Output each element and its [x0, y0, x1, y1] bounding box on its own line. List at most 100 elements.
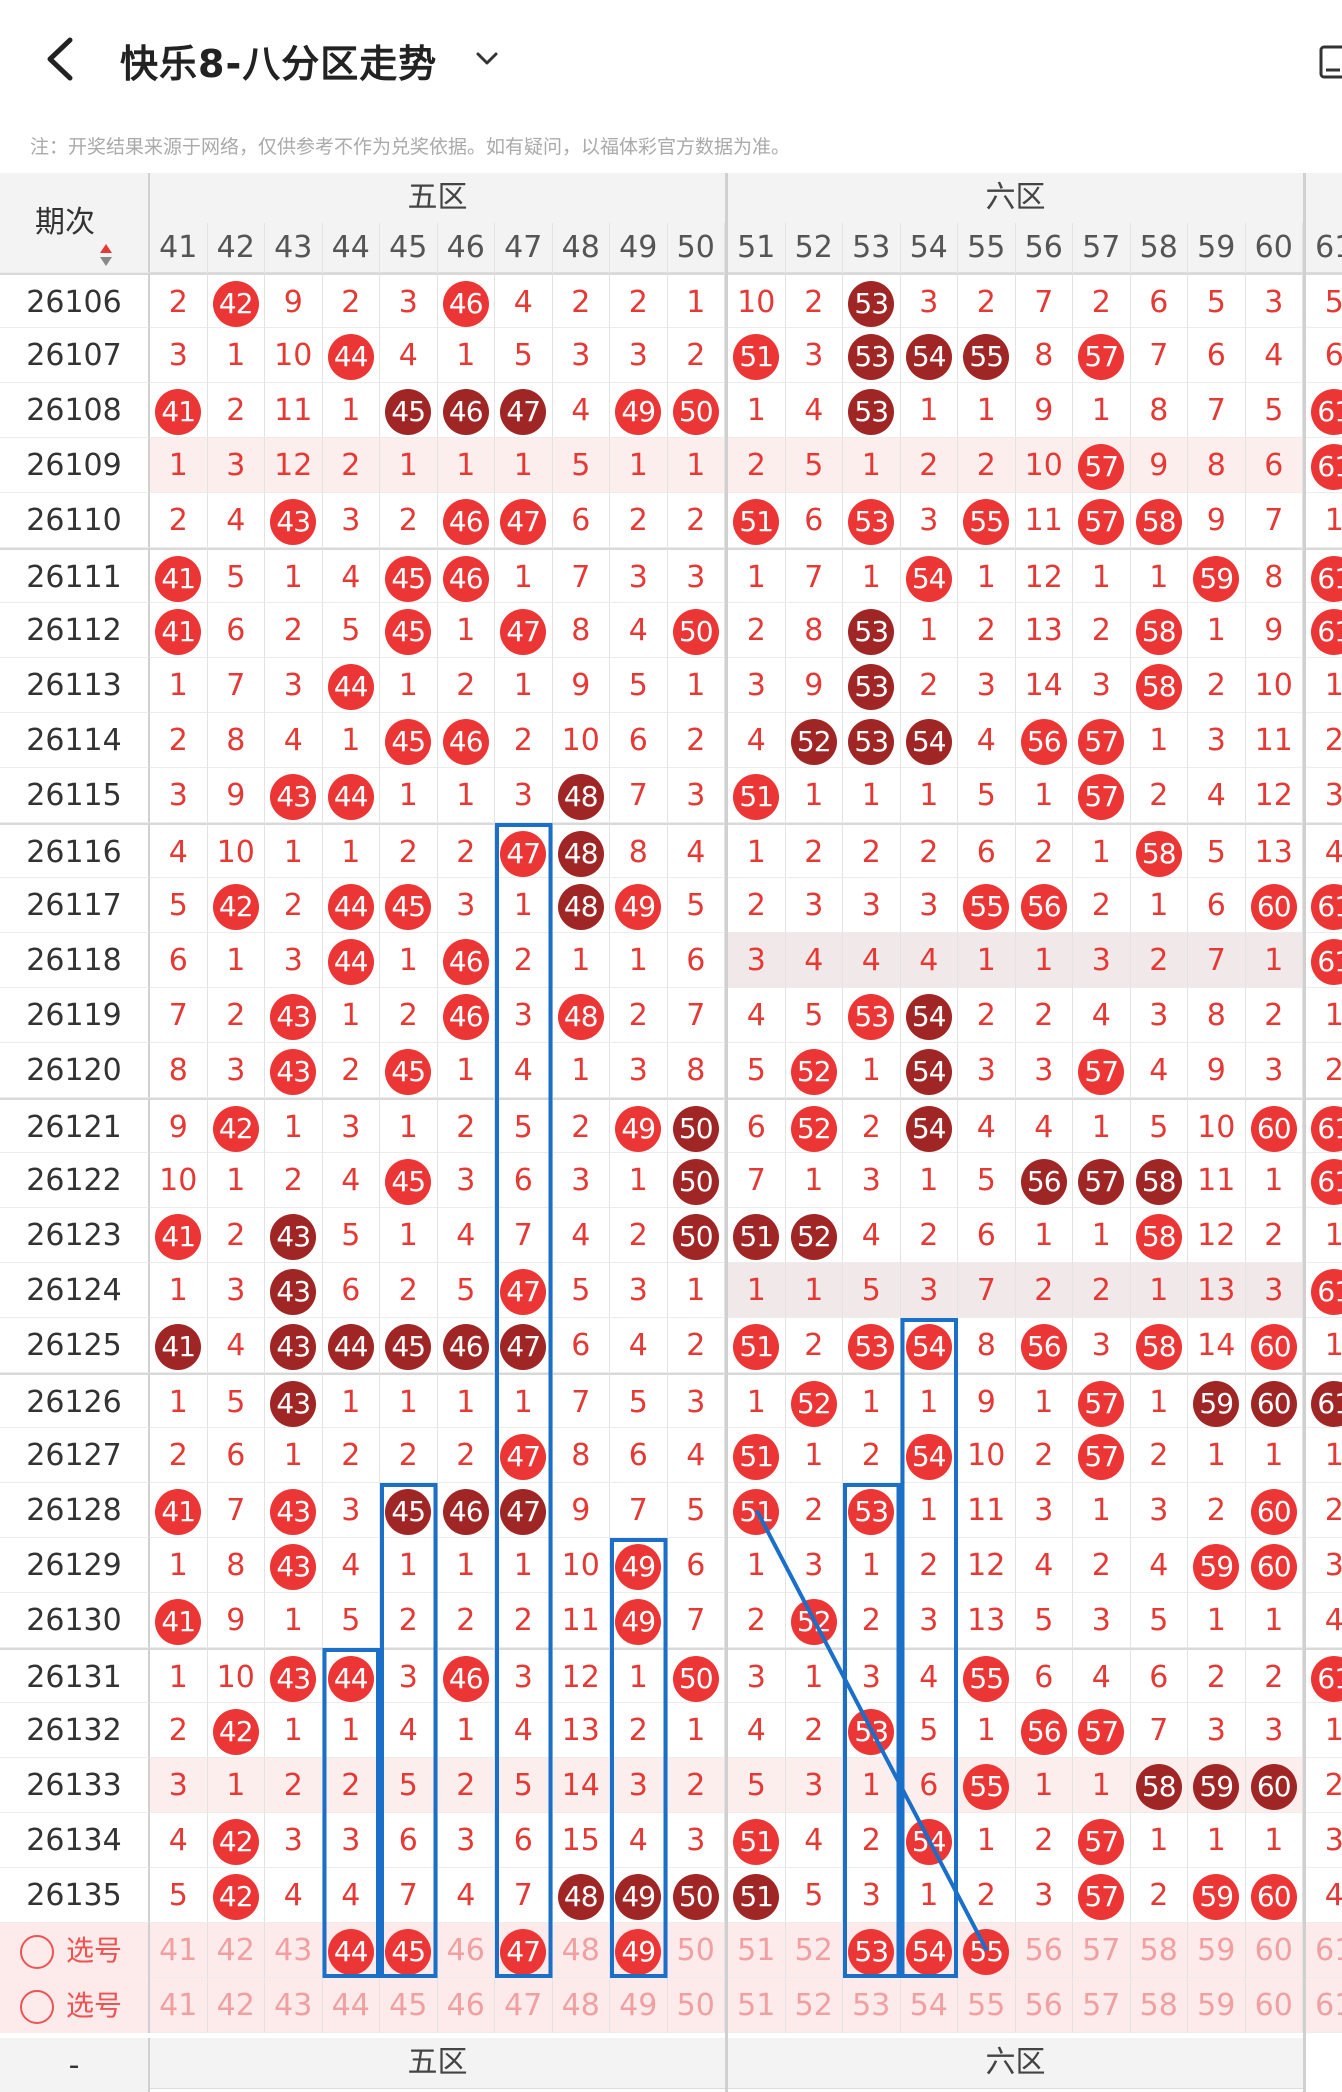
drawn-number-ball: 60: [1250, 1380, 1297, 1427]
omission-count: 2: [398, 503, 418, 538]
device-icon[interactable]: [1318, 44, 1342, 80]
trend-cell: 4: [552, 383, 610, 438]
pick-number-cell[interactable]: 42: [207, 1923, 265, 1978]
pick-number-cell[interactable]: 41: [150, 1978, 208, 2033]
trend-cell: 49: [610, 878, 668, 933]
pick-number-cell[interactable]: 53: [843, 1923, 901, 1978]
pick-number-cell[interactable]: 48: [552, 1923, 610, 1978]
pick-number-cell[interactable]: 60: [1245, 1978, 1303, 2033]
trend-cell: 57: [1073, 438, 1131, 493]
trend-cell: 2: [1015, 988, 1073, 1043]
trend-cell: 1: [1073, 1208, 1131, 1263]
pick-number-cell[interactable]: 43: [265, 1978, 323, 2033]
pick-number-cell[interactable]: 42: [207, 1978, 265, 2033]
trend-cell: 5: [552, 1263, 610, 1318]
pick-number-cell[interactable]: 56: [1015, 1978, 1073, 2033]
pick-row-label[interactable]: 选号: [0, 1923, 150, 1978]
pick-number-cell[interactable]: 44: [322, 1923, 380, 1978]
omission-count: 3: [456, 1823, 476, 1858]
pick-number-cell[interactable]: 57: [1073, 1978, 1131, 2033]
omission-count: 2: [804, 1713, 824, 1748]
trend-cell: 3: [380, 273, 438, 328]
pick-row-label[interactable]: 选号: [0, 1978, 150, 2033]
pick-number-cell[interactable]: 56: [1015, 1923, 1073, 1978]
trend-cell: 3: [1306, 768, 1342, 823]
pick-number-cell[interactable]: 50: [667, 1978, 725, 2033]
omission-count: 3: [341, 1823, 361, 1858]
pick-number-cell[interactable]: 46: [437, 1923, 495, 1978]
omission-count: 1: [919, 1163, 939, 1198]
trend-cell: 1: [265, 1593, 323, 1648]
omission-count: 1: [919, 1385, 939, 1420]
column-header: 50: [667, 223, 725, 273]
omission-count: 2: [746, 888, 766, 923]
pick-number-cell[interactable]: 57: [1073, 1923, 1131, 1978]
pick-number-cell[interactable]: 55: [958, 1978, 1016, 2033]
omission-count: 1: [686, 1273, 706, 1308]
trend-cell: 58: [1130, 823, 1188, 878]
title-dropdown-button[interactable]: [474, 46, 500, 72]
pick-number-cell[interactable]: 47: [495, 1923, 553, 1978]
trend-cell: 50: [667, 603, 725, 658]
radio-circle-icon[interactable]: [20, 1990, 54, 2024]
pick-number-cell[interactable]: 45: [380, 1923, 438, 1978]
pick-number-cell[interactable]: 46: [437, 1978, 495, 2033]
sort-arrows-icon[interactable]: [99, 210, 113, 266]
trend-cell: 49: [610, 1098, 668, 1153]
trend-cell: 1: [322, 988, 380, 1043]
pick-number-cell[interactable]: 52: [785, 1923, 843, 1978]
drawn-number-ball: 44: [327, 333, 374, 380]
trend-cell: 55: [958, 1648, 1016, 1703]
omission-count: 2: [861, 1438, 881, 1473]
back-button[interactable]: [40, 34, 84, 84]
trend-cell: 1: [900, 1153, 958, 1208]
page-title[interactable]: 快乐8-八分区走势: [120, 42, 438, 86]
radio-circle-icon[interactable]: [20, 1935, 54, 1969]
pick-number-cell[interactable]: 58: [1130, 1923, 1188, 1978]
trend-cell: 2: [495, 1593, 553, 1648]
omission-count: 1: [168, 668, 188, 703]
pick-number-cell[interactable]: 49: [610, 1978, 668, 2033]
drawn-number-ball: 48: [557, 1873, 604, 1920]
trend-cell: 47: [495, 1263, 553, 1318]
trend-cell: 60: [1245, 1483, 1303, 1538]
pick-number-cell[interactable]: 51: [728, 1923, 786, 1978]
pick-number-cell[interactable]: 58: [1130, 1978, 1188, 2033]
trend-cell: 2: [322, 438, 380, 493]
omission-count: 3: [1264, 285, 1284, 320]
pick-number-cell[interactable]: 61: [1306, 1923, 1342, 1978]
pick-number-cell[interactable]: 53: [843, 1978, 901, 2033]
pick-number-cell[interactable]: 49: [610, 1923, 668, 1978]
pick-number-cell[interactable]: 54: [900, 1978, 958, 2033]
pick-number-cell[interactable]: 47: [495, 1978, 553, 2033]
trend-cell: 1: [322, 713, 380, 768]
omission-count: 2: [686, 1328, 706, 1363]
trend-cell: 45: [380, 383, 438, 438]
trend-cell: 6: [1015, 1648, 1073, 1703]
trend-cell: 1: [265, 1428, 323, 1483]
pick-number-cell[interactable]: 59: [1188, 1978, 1246, 2033]
trend-cell: 2: [667, 713, 725, 768]
pick-number-cell[interactable]: 48: [552, 1978, 610, 2033]
pick-number-cell[interactable]: 41: [150, 1923, 208, 1978]
pick-number-cell[interactable]: 60: [1245, 1923, 1303, 1978]
drawn-number-ball: 56: [1020, 718, 1067, 765]
pick-number-cell[interactable]: 51: [728, 1978, 786, 2033]
omission-count: 1: [804, 778, 824, 813]
trend-cell: 5: [610, 1373, 668, 1428]
pick-number-cell[interactable]: 45: [380, 1978, 438, 2033]
trend-cell: 2: [437, 1428, 495, 1483]
pick-number-cell[interactable]: 59: [1188, 1923, 1246, 1978]
issue-column-header[interactable]: 期次: [0, 173, 150, 273]
trend-cell: 10: [150, 1153, 208, 1208]
pick-number: 56: [1024, 1988, 1063, 2023]
pick-number-cell[interactable]: 55: [958, 1923, 1016, 1978]
pick-number-cell[interactable]: 43: [265, 1923, 323, 1978]
pick-number-cell[interactable]: 54: [900, 1923, 958, 1978]
trend-cell: 61: [1306, 603, 1342, 658]
trend-cell: 2: [1130, 1428, 1188, 1483]
pick-number-cell[interactable]: 44: [322, 1978, 380, 2033]
pick-number-cell[interactable]: 50: [667, 1923, 725, 1978]
pick-number-cell[interactable]: 52: [785, 1978, 843, 2033]
pick-number-cell[interactable]: 61: [1306, 1978, 1342, 2033]
